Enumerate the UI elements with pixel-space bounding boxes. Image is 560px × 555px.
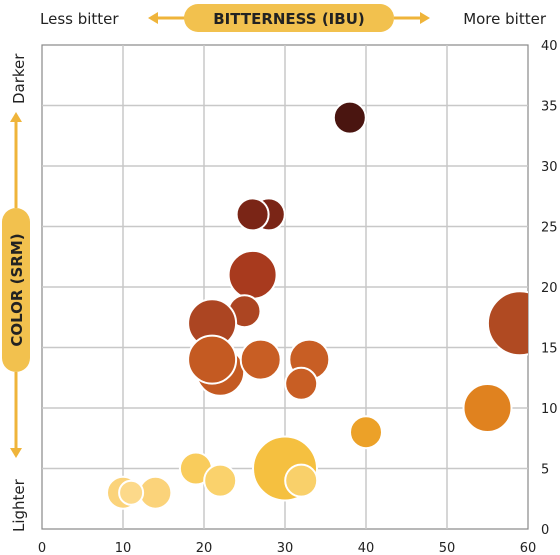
lighter-label: Lighter — [10, 478, 28, 532]
y-tick-label: 10 — [541, 402, 558, 417]
data-point — [227, 249, 278, 300]
y-tick-label: 20 — [541, 281, 558, 296]
y-tick-label: 25 — [541, 221, 558, 236]
data-point — [284, 463, 319, 498]
down-arrow-icon — [10, 372, 22, 458]
data-points — [106, 100, 528, 510]
x-tick-label: 50 — [439, 541, 456, 555]
x-tick-label: 10 — [115, 541, 132, 555]
data-point — [349, 415, 383, 450]
right-arrow-icon — [394, 12, 430, 24]
y-tick-label: 40 — [541, 39, 558, 54]
y-tick-label: 30 — [541, 160, 558, 175]
color-pill — [2, 208, 30, 372]
data-point — [239, 338, 282, 381]
x-tick-label: 0 — [38, 541, 46, 555]
x-tick-label: 20 — [196, 541, 213, 555]
bitterness-title: BITTERNESS (IBU) — [213, 10, 364, 28]
x-tick-label: 30 — [277, 541, 294, 555]
x-tick-label: 60 — [520, 541, 537, 555]
y-tick-label: 15 — [541, 342, 558, 357]
data-point — [284, 366, 319, 401]
more-bitter-label: More bitter — [463, 10, 547, 28]
data-point — [118, 479, 145, 506]
y-tick-labels: 0 5 10 15 20 25 30 35 40 — [541, 39, 558, 538]
less-bitter-label: Less bitter — [40, 10, 119, 28]
color-title: COLOR (SRM) — [8, 233, 26, 346]
data-point — [235, 197, 270, 232]
data-point — [203, 463, 238, 498]
up-arrow-icon — [10, 112, 22, 208]
bitterness-pill — [184, 4, 394, 32]
x-tick-label: 40 — [358, 541, 375, 555]
data-point — [138, 475, 173, 510]
data-point — [187, 334, 238, 385]
darker-label: Darker — [10, 53, 28, 104]
y-tick-label: 35 — [541, 100, 558, 115]
data-point — [332, 100, 367, 135]
x-tick-labels: 0 10 20 30 40 50 60 — [38, 541, 536, 555]
plot-area — [41, 44, 529, 530]
grid-lines — [42, 45, 528, 529]
y-tick-label: 5 — [541, 463, 549, 478]
data-point — [486, 290, 528, 357]
left-arrow-icon — [148, 12, 186, 24]
data-point — [462, 383, 513, 433]
y-tick-label: 0 — [541, 523, 549, 538]
